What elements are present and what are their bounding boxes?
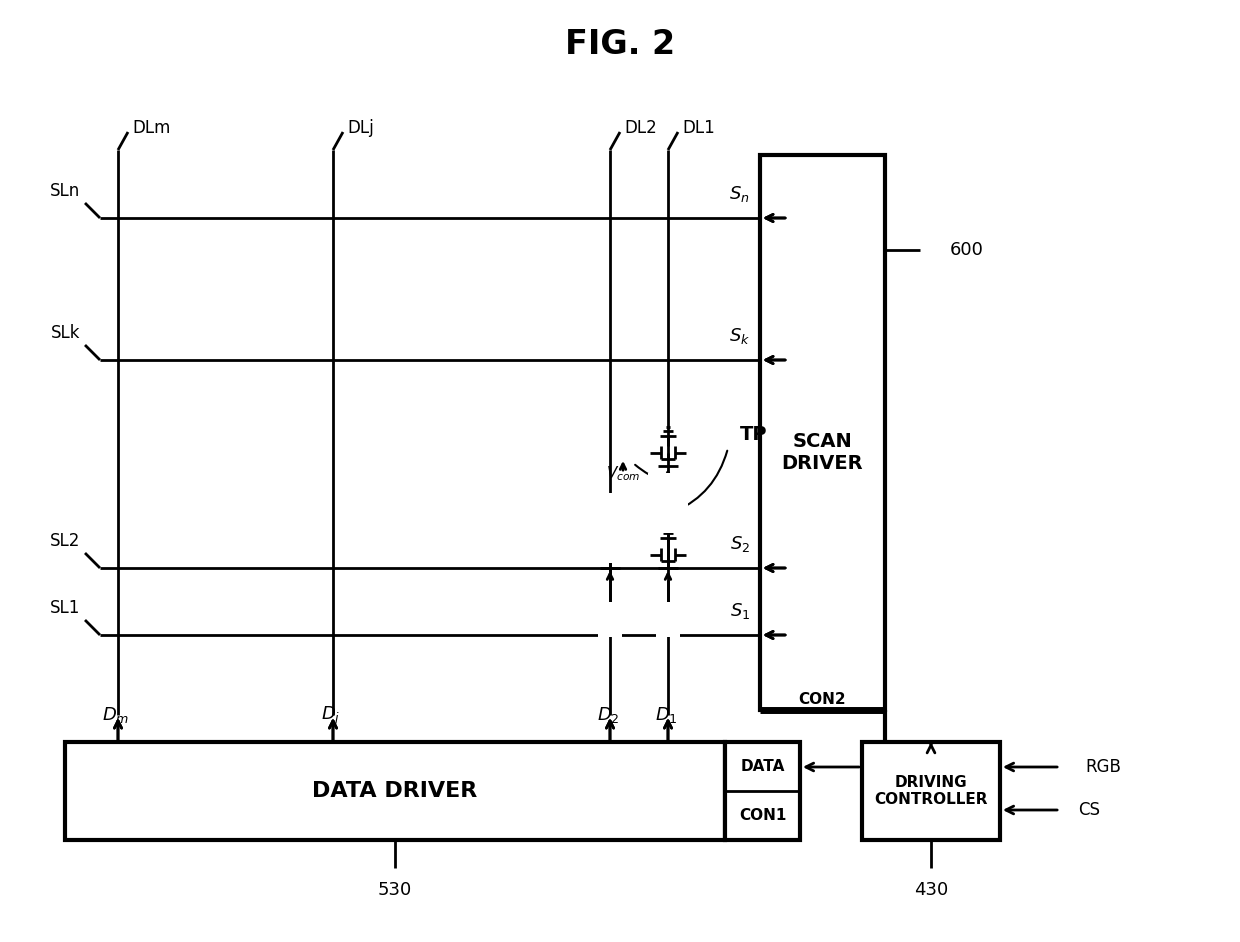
Bar — [760, 155, 885, 710]
Bar — [725, 742, 800, 840]
Text: 430: 430 — [914, 881, 949, 899]
Bar — [64, 742, 725, 840]
Text: DLj: DLj — [347, 119, 373, 137]
Text: CS: CS — [1078, 801, 1100, 819]
Text: $D_{j}$: $D_{j}$ — [321, 705, 341, 728]
Bar — [649, 473, 688, 533]
Text: SLk: SLk — [51, 324, 81, 342]
Text: $S_{2}$: $S_{2}$ — [730, 534, 750, 554]
Bar — [598, 602, 622, 637]
Text: DLm: DLm — [131, 119, 170, 137]
Text: CON2: CON2 — [799, 692, 847, 707]
Text: $S_{n}$: $S_{n}$ — [729, 184, 750, 204]
Text: 530: 530 — [378, 881, 412, 899]
Text: $S_{k}$: $S_{k}$ — [729, 326, 750, 346]
Text: CON1: CON1 — [739, 808, 786, 823]
Text: RGB: RGB — [1085, 758, 1121, 776]
Bar — [590, 493, 630, 563]
Bar — [862, 742, 999, 840]
Text: $D_{1}$: $D_{1}$ — [655, 705, 677, 725]
Text: 600: 600 — [950, 241, 983, 259]
Bar — [656, 602, 680, 637]
Text: TP: TP — [740, 426, 768, 445]
Text: SLn: SLn — [50, 182, 81, 200]
Text: SL1: SL1 — [50, 599, 81, 617]
Text: FIG. 2: FIG. 2 — [565, 28, 675, 61]
Text: DRIVING
CONTROLLER: DRIVING CONTROLLER — [874, 775, 988, 807]
Text: SL2: SL2 — [50, 532, 81, 550]
Text: $V_{com}$: $V_{com}$ — [606, 464, 640, 483]
Text: DL1: DL1 — [682, 119, 714, 137]
Text: $S_{1}$: $S_{1}$ — [729, 601, 750, 621]
Text: DATA: DATA — [740, 759, 785, 774]
Text: $D_{m}$: $D_{m}$ — [103, 705, 130, 725]
Text: $D_{2}$: $D_{2}$ — [596, 705, 619, 725]
Text: DL2: DL2 — [624, 119, 657, 137]
Text: SCAN
DRIVER: SCAN DRIVER — [781, 432, 863, 473]
Text: DATA DRIVER: DATA DRIVER — [312, 781, 477, 801]
